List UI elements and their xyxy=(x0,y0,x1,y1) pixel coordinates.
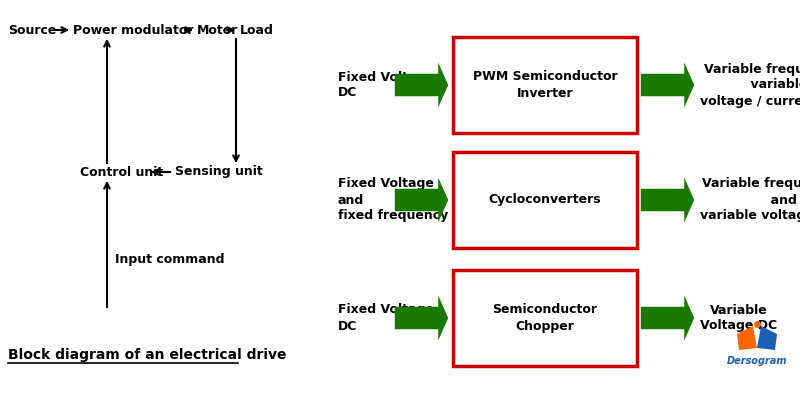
Text: Sensing unit: Sensing unit xyxy=(175,166,262,178)
Text: Fixed Voltage
and
fixed frequency AC: Fixed Voltage and fixed frequency AC xyxy=(338,178,471,222)
Text: Cycloconverters: Cycloconverters xyxy=(489,194,602,206)
Text: Power modulator: Power modulator xyxy=(73,24,194,36)
Text: Variable frequency
    variable
voltage / current AC: Variable frequency variable voltage / cu… xyxy=(700,62,800,108)
Polygon shape xyxy=(737,326,757,350)
FancyBboxPatch shape xyxy=(453,152,637,248)
Polygon shape xyxy=(757,326,777,350)
FancyBboxPatch shape xyxy=(453,270,637,366)
FancyBboxPatch shape xyxy=(453,37,637,133)
Text: Semiconductor
Chopper: Semiconductor Chopper xyxy=(493,303,598,333)
Text: Fixed Voltage
DC: Fixed Voltage DC xyxy=(338,304,434,332)
Text: Input command: Input command xyxy=(115,254,225,266)
Text: Motor: Motor xyxy=(197,24,238,36)
Text: Source: Source xyxy=(8,24,56,36)
Text: Block diagram of an electrical drive: Block diagram of an electrical drive xyxy=(8,348,286,362)
Text: Control unit: Control unit xyxy=(80,166,163,178)
Text: Dersogram: Dersogram xyxy=(726,356,787,366)
Text: Variable
Voltage DC: Variable Voltage DC xyxy=(700,304,777,332)
Text: Variable frequency
       and
variable voltage AC: Variable frequency and variable voltage … xyxy=(700,178,800,222)
Text: Fixed Voltage
DC: Fixed Voltage DC xyxy=(338,70,434,100)
Text: Load: Load xyxy=(240,24,274,36)
Text: PWM Semiconductor
Inverter: PWM Semiconductor Inverter xyxy=(473,70,618,100)
